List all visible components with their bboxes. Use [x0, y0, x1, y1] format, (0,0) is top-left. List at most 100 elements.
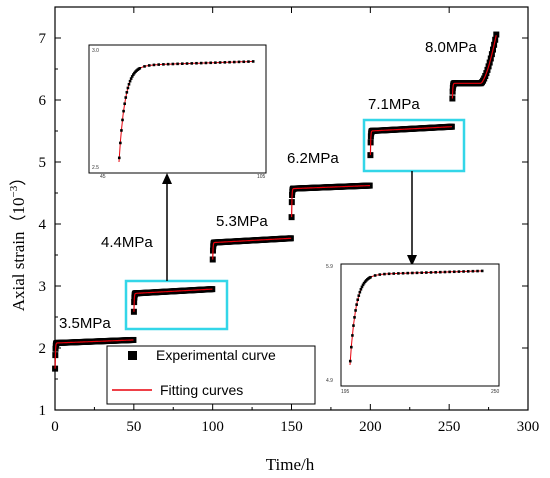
- inset-data-point: [471, 269, 475, 273]
- inset-data-point: [125, 91, 129, 94]
- fit-curve: [369, 126, 452, 156]
- inset-data-point: [476, 269, 479, 273]
- stage-load-label: 4.4MPa: [101, 234, 153, 251]
- inset-data-point: [466, 270, 470, 273]
- x-tick-label: 0: [51, 419, 59, 435]
- inset-data-point: [166, 62, 170, 66]
- inset-data-point: [361, 283, 365, 287]
- x-tick-label: 300: [517, 419, 540, 435]
- inset-top-ytick-low: 2.5: [92, 165, 99, 171]
- legend-experimental-marker: [128, 351, 137, 360]
- y-tick-label: 3: [39, 279, 47, 295]
- inset-data-point: [121, 118, 124, 122]
- inset-zoom-7-1mpa: 5.9 4.9 195 250: [326, 263, 500, 395]
- inset-data-point: [181, 62, 184, 65]
- y-axis-title-unit: 10: [9, 197, 28, 214]
- y-tick-label: 4: [39, 217, 47, 233]
- inset-data-point: [443, 270, 447, 274]
- inset-data-point: [353, 316, 356, 319]
- inset-data-point: [457, 270, 461, 273]
- inset-data-point: [138, 66, 142, 70]
- stage-load-label: 7.1MPa: [368, 96, 420, 113]
- inset-data-point: [119, 141, 122, 145]
- inset-bottom-xtick-left: 195: [341, 389, 350, 395]
- inset-data-point: [162, 63, 165, 66]
- inset-data-point: [383, 272, 386, 276]
- inset-data-point: [480, 269, 484, 273]
- highlight-box-4-4mpa: [124, 279, 229, 331]
- inset-data-point: [195, 61, 198, 65]
- data-point: [288, 214, 295, 221]
- inset-data-point: [406, 271, 410, 275]
- inset-data-point: [354, 309, 357, 312]
- inset-data-point: [232, 60, 236, 64]
- inset-data-point: [185, 62, 189, 65]
- inset-data-point: [127, 82, 131, 86]
- inset-data-point: [237, 60, 241, 64]
- inset-data-point: [360, 285, 364, 289]
- fit-curve: [212, 237, 292, 260]
- inset-data-point: [171, 62, 175, 66]
- inset-data-point: [351, 334, 354, 337]
- x-tick-label: 150: [280, 419, 303, 435]
- arrow-down-head: [407, 255, 417, 266]
- inset-data-point: [176, 62, 179, 66]
- inset-top-xtick-right: 105: [257, 174, 266, 180]
- fit-curve: [451, 35, 497, 99]
- inset-data-point: [434, 270, 437, 274]
- inset-data-point: [452, 270, 456, 274]
- inset-data-point: [128, 79, 132, 83]
- inset-data-point: [147, 64, 151, 67]
- y-tick-label: 5: [39, 155, 47, 171]
- x-tick-label: 250: [438, 419, 461, 435]
- inset-data-point: [143, 65, 146, 68]
- inset-data-point: [429, 271, 433, 274]
- inset-data-point: [228, 60, 231, 64]
- inset-zoom-4-4mpa: 3.0 2.5 45 105: [88, 44, 267, 180]
- y-axis-title-close: ）: [9, 169, 28, 186]
- inset-data-point: [411, 271, 414, 275]
- x-tick-label: 50: [126, 419, 141, 435]
- inset-data-point: [448, 270, 451, 274]
- inset-data-point: [132, 73, 135, 76]
- annotation-layer: 3.5MPa 4.4MPa 5.3MPa 6.2MPa 7.1MPa 8.0MPa: [59, 39, 477, 332]
- inset-data-point: [123, 102, 126, 106]
- inset-data-point: [378, 273, 382, 276]
- inset-data-point: [352, 324, 355, 327]
- inset-data-point: [204, 61, 208, 65]
- inset-data-point: [157, 63, 160, 66]
- inset-data-point: [242, 60, 246, 64]
- inset-data-point: [397, 272, 400, 275]
- inset-data-point: [401, 271, 405, 275]
- inset-data-point: [362, 281, 366, 285]
- inset-data-point: [218, 61, 222, 64]
- inset-data-point: [369, 275, 372, 279]
- inset-data-point: [122, 109, 125, 113]
- inset-bottom-ytick-high: 5.9: [326, 264, 333, 270]
- inset-data-point: [359, 288, 363, 291]
- data-point: [52, 365, 59, 372]
- inset-data-point: [358, 290, 362, 294]
- inset-top-ytick-high: 3.0: [92, 48, 99, 54]
- highlight-box-7-1mpa: [362, 118, 466, 173]
- data-point: [493, 31, 500, 38]
- inset-data-point: [350, 345, 353, 349]
- inset-bottom-xtick-right: 250: [491, 389, 500, 395]
- stage-load-label: 5.3MPa: [216, 213, 268, 230]
- inset-data-point: [373, 274, 377, 277]
- fit-curve: [291, 185, 370, 218]
- inset-data-point: [348, 359, 352, 363]
- inset-data-point: [387, 272, 391, 276]
- y-tick-label: 6: [39, 93, 47, 109]
- arrow-up-head: [162, 173, 172, 184]
- x-tick-label: 100: [201, 419, 224, 435]
- y-axis-title-main: Axial strain（: [9, 214, 28, 311]
- stage-load-label: 6.2MPa: [287, 150, 339, 167]
- y-tick-label: 2: [39, 341, 47, 357]
- y-tick-label: 7: [39, 31, 47, 47]
- fit-curve: [54, 339, 134, 369]
- inset-data-point: [209, 61, 212, 65]
- legend-experimental-label: Experimental curve: [156, 347, 276, 363]
